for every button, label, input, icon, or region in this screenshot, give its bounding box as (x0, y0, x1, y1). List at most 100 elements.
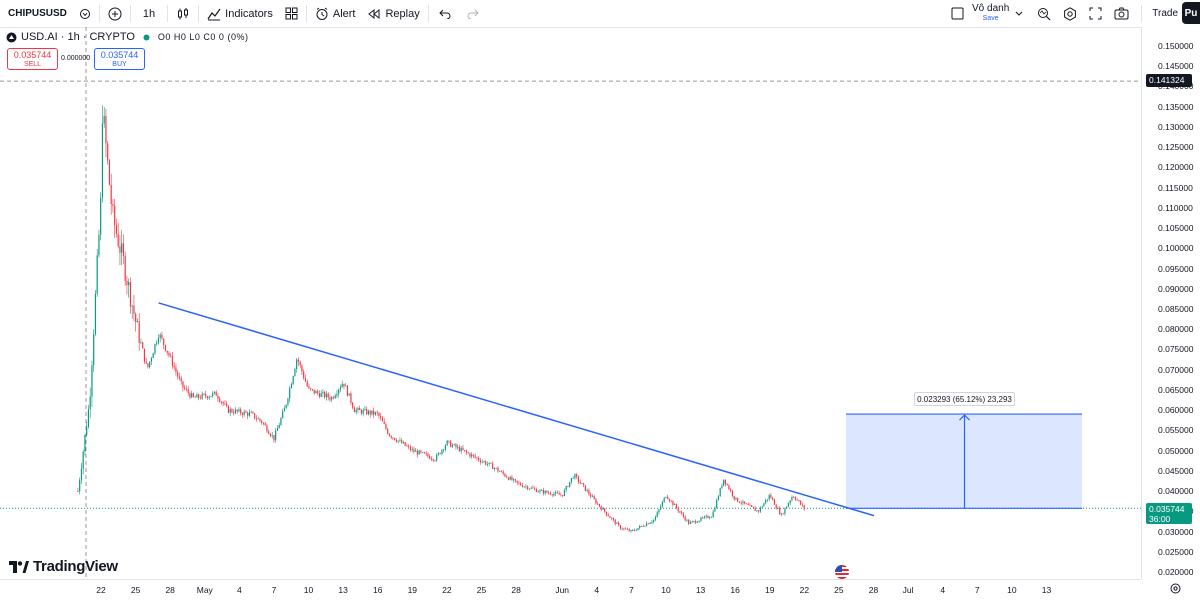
candle (271, 431, 273, 439)
replay-button[interactable]: Replay (361, 0, 425, 27)
candle (329, 394, 331, 402)
candle (541, 488, 543, 491)
candle (427, 452, 429, 459)
legend-title[interactable]: USD.AI · 1h · CRYPTO (21, 31, 135, 43)
candle (390, 435, 392, 440)
trade-button[interactable]: Trade (1152, 8, 1179, 19)
candle (551, 493, 553, 498)
candle (516, 480, 518, 485)
candle (626, 527, 629, 530)
camera-icon[interactable] (1114, 7, 1129, 20)
candle (640, 525, 643, 527)
candle (523, 485, 525, 488)
symbol-search[interactable]: CHIPUSUSD (0, 0, 73, 27)
candle (161, 331, 163, 340)
candle (84, 434, 86, 456)
fullscreen-icon[interactable] (1089, 7, 1102, 20)
candle (667, 494, 669, 500)
layout-name-button[interactable]: Vô danh Save (972, 2, 1010, 24)
price-tick-label: 0.105000 (1158, 223, 1194, 234)
candle (215, 390, 217, 396)
measure-label[interactable]: 0.023293 (65.12%) 23,293 (914, 392, 1015, 406)
candle (637, 528, 639, 531)
sell-button[interactable]: 0.035744 SELL (7, 48, 58, 70)
candle (754, 505, 756, 511)
redo-icon[interactable] (459, 0, 487, 27)
layout-checkbox-icon[interactable] (951, 7, 964, 20)
us-flag-icon[interactable] (835, 565, 849, 579)
indicators-button[interactable]: Indicators (201, 0, 279, 27)
candle (294, 367, 296, 377)
candle (359, 405, 361, 411)
candle (719, 487, 721, 497)
undo-icon[interactable] (431, 0, 459, 27)
candle (369, 409, 371, 418)
candle (159, 333, 161, 343)
price-axis[interactable]: 0.1500000.1450000.1400000.1350000.130000… (1141, 27, 1200, 579)
candle (639, 525, 641, 530)
chevron-down-icon[interactable] (1015, 11, 1023, 17)
candle (576, 472, 578, 479)
candle (744, 501, 746, 505)
top-toolbar: CHIPUSUSD 1h Indicators Alert Replay (0, 0, 1200, 28)
time-tick-label: 19 (765, 585, 775, 595)
alert-button[interactable]: Alert (309, 0, 362, 27)
candle (261, 419, 263, 425)
candle (87, 404, 90, 429)
candle (322, 388, 324, 397)
candle (507, 476, 510, 481)
candle (121, 230, 123, 266)
candle (201, 391, 203, 400)
compare-add-icon[interactable] (102, 0, 128, 27)
symbol-options-icon[interactable] (73, 0, 97, 27)
publish-button[interactable]: Pu (1182, 2, 1200, 24)
candle (584, 485, 587, 492)
candle (632, 529, 634, 532)
candle (674, 502, 676, 506)
candle-type-icon[interactable] (170, 0, 196, 27)
candle (240, 407, 242, 416)
candle (385, 422, 387, 431)
candle (520, 481, 522, 486)
candle (656, 510, 658, 518)
candle (367, 409, 370, 416)
templates-icon[interactable] (279, 0, 304, 27)
tradingview-logo-icon (9, 560, 29, 573)
candle (308, 383, 310, 390)
candle (425, 450, 427, 457)
price-tick-label: 0.050000 (1158, 445, 1194, 456)
candle (135, 312, 137, 332)
candle (175, 363, 177, 376)
symbol-logo-icon (6, 32, 17, 43)
time-axis[interactable]: 22 25 28 May 4 7 10 13 16 19 22 25 28 Jun 4 7 10 13 16 19 22… (0, 579, 1141, 600)
candle (642, 524, 644, 527)
candle (352, 401, 354, 410)
candle (105, 108, 107, 158)
candle (315, 389, 317, 394)
candle (373, 407, 375, 419)
tradingview-logo[interactable]: TradingView (9, 558, 118, 575)
quick-search-icon[interactable] (1037, 7, 1051, 21)
interval-button[interactable]: 1h (133, 0, 165, 27)
candle (332, 395, 335, 400)
candle (112, 199, 114, 213)
axis-settings-icon[interactable] (1170, 583, 1181, 597)
candle (238, 407, 240, 413)
candle (607, 512, 609, 517)
price-chart[interactable] (0, 27, 1141, 579)
candle (453, 443, 455, 446)
candle (77, 487, 79, 492)
candle (366, 406, 368, 416)
candle (689, 520, 692, 525)
candle (621, 527, 623, 531)
price-tick-label: 0.095000 (1158, 263, 1194, 274)
layout-name: Vô danh (972, 2, 1010, 14)
candle (336, 389, 338, 399)
candle (562, 495, 564, 498)
buy-button[interactable]: 0.035744 BUY (94, 48, 145, 70)
candle (364, 405, 366, 411)
settings-gear-icon[interactable] (1063, 6, 1077, 21)
candle (114, 199, 116, 239)
candle (234, 407, 237, 415)
candle (504, 473, 506, 478)
